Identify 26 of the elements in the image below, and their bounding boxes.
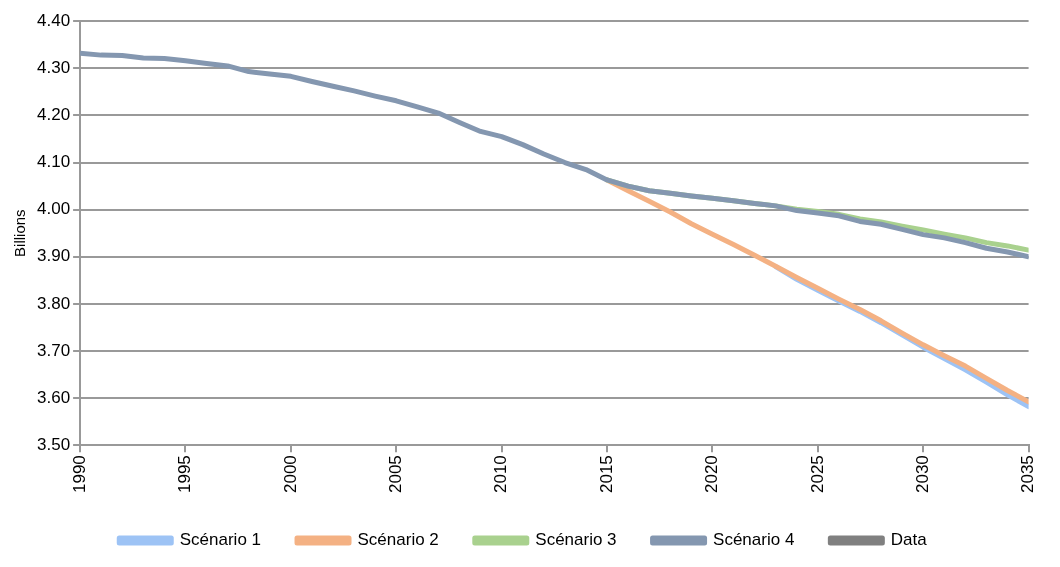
y-tick-label: 3.70 <box>36 340 71 360</box>
x-tick-label: 2020 <box>702 455 722 494</box>
x-tick-label: 1995 <box>175 455 195 494</box>
y-tick-label: 4.00 <box>36 199 71 219</box>
legend-label: Scénario 4 <box>713 530 795 550</box>
y-tick-label: 3.60 <box>36 387 71 407</box>
y-tick-label: 4.30 <box>36 58 71 77</box>
x-tick-label: 2025 <box>807 455 827 494</box>
y-tick-label: 3.50 <box>36 434 71 454</box>
y-tick-label: 4.20 <box>36 105 71 125</box>
x-tick-label: 2015 <box>596 455 616 494</box>
x-tick-label: 2035 <box>1018 455 1038 494</box>
legend-label: Data <box>890 530 928 550</box>
y-tick-label: 3.80 <box>36 293 71 313</box>
legend-label: Scénario 3 <box>535 530 617 550</box>
y-tick-label: 4.10 <box>36 152 71 172</box>
y-tick-label: 4.40 <box>36 10 71 30</box>
x-tick-label: 2000 <box>280 455 300 494</box>
x-tick-label: 2030 <box>912 455 932 494</box>
y-tick-label: 3.90 <box>36 246 71 266</box>
x-tick-label: 2010 <box>491 455 511 494</box>
legend-label: Scénario 2 <box>357 530 439 550</box>
x-tick-label: 2005 <box>385 455 405 494</box>
y-axis-title: Billions <box>11 209 29 257</box>
x-tick-label: 1990 <box>69 455 89 494</box>
legend-label: Scénario 1 <box>179 530 262 550</box>
